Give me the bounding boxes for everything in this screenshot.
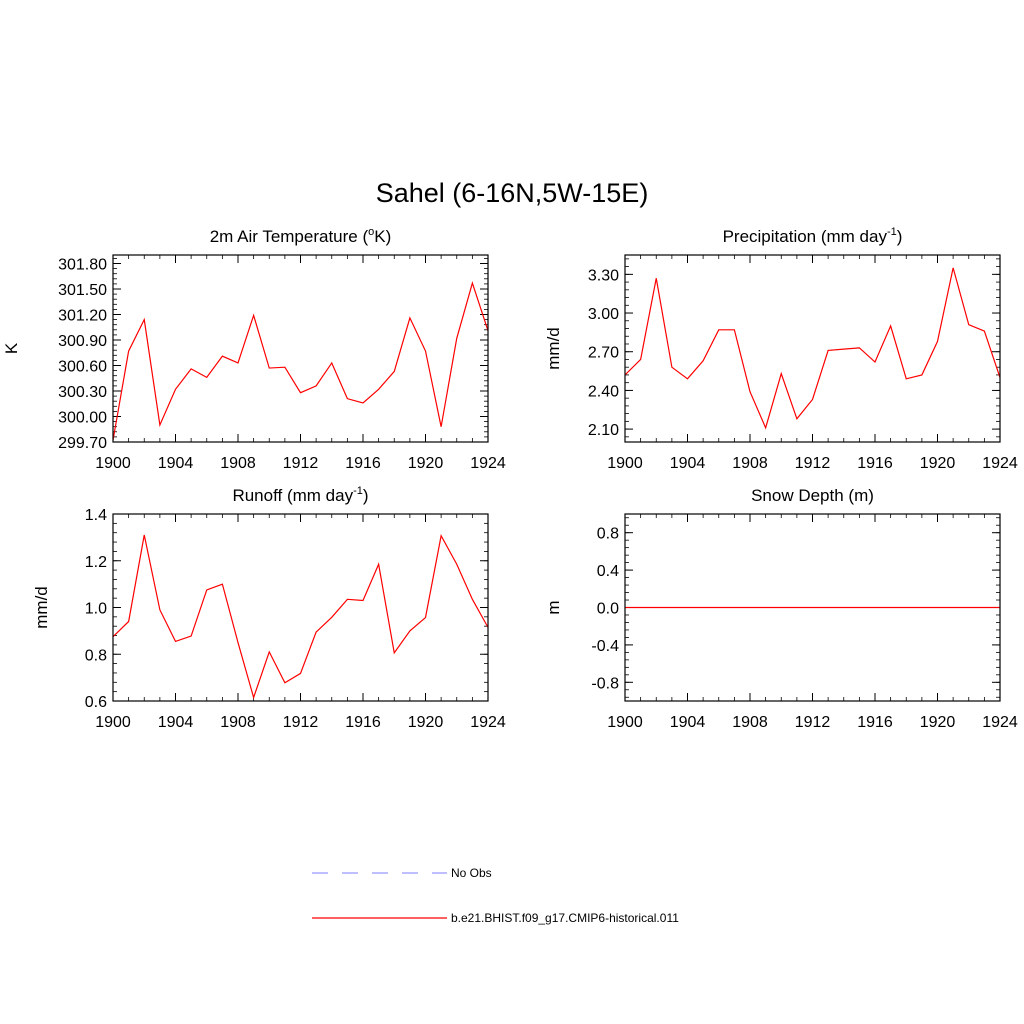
y-tick-label: 300.30 xyxy=(58,384,107,401)
x-tick-label: 1924 xyxy=(982,714,1018,731)
x-tick-label: 1904 xyxy=(158,455,194,472)
x-tick-label: 1916 xyxy=(345,455,381,472)
y-tick-label: 2.70 xyxy=(588,345,619,362)
panel-title: Snow Depth (m) xyxy=(751,486,874,505)
panel-title: Precipitation (mm day-1) xyxy=(723,226,903,246)
y-tick-label: 3.00 xyxy=(588,306,619,323)
panel-title-superscript: -1 xyxy=(887,226,897,238)
panel-title-superscript: -1 xyxy=(353,485,363,497)
y-tick-label: 1.4 xyxy=(85,507,107,524)
x-tick-label: 1900 xyxy=(607,714,643,731)
legend-label-1: b.e21.BHIST.f09_g17.CMIP6-historical.011 xyxy=(451,911,679,925)
x-tick-label: 1920 xyxy=(408,714,444,731)
x-tick-label: 1924 xyxy=(470,455,506,472)
plot-frame xyxy=(624,513,1001,702)
x-tick-label: 1916 xyxy=(857,714,893,731)
legend-label-0: No Obs xyxy=(451,866,492,880)
y-tick-label: 1.2 xyxy=(85,554,107,571)
x-tick-label: 1920 xyxy=(920,714,956,731)
y-axis-label: mm/d xyxy=(544,327,563,370)
y-axis-label: mm/d xyxy=(32,586,51,629)
y-tick-label: 3.30 xyxy=(588,267,619,284)
y-tick-label: 1.0 xyxy=(85,601,107,618)
x-tick-label: 1920 xyxy=(920,455,956,472)
y-tick-label: 0.0 xyxy=(597,601,619,618)
x-tick-label: 1920 xyxy=(408,455,444,472)
series-line-0 xyxy=(112,280,489,441)
panel-title-superscript: o xyxy=(368,226,374,238)
chart-panel-0: 1900 1904 1908 1912 1916 1920 1924 299.70 300.00… xyxy=(2,226,506,472)
x-tick-label: 1912 xyxy=(795,455,831,472)
x-tick-label: 1924 xyxy=(470,714,506,731)
x-tick-label: 1908 xyxy=(732,714,768,731)
panel-title: 2m Air Temperature (oK) xyxy=(210,226,392,246)
y-tick-label: 300.60 xyxy=(58,359,107,376)
y-tick-label: 301.80 xyxy=(58,257,107,274)
chart-panel-1: 1900 1904 1908 1912 1916 1920 1924 2.10 2.40 2.70… xyxy=(544,226,1018,472)
x-tick-label: 1916 xyxy=(345,714,381,731)
chart-panels: 1900 1904 1908 1912 1916 1920 1924 299.70 300.00… xyxy=(2,226,1018,731)
plot-frame xyxy=(112,513,489,702)
y-tick-label: 301.20 xyxy=(58,308,107,325)
x-tick-label: 1924 xyxy=(982,455,1018,472)
panel-title-suffix: K) xyxy=(374,227,391,246)
x-tick-label: 1904 xyxy=(670,714,706,731)
y-tick-label: 0.4 xyxy=(597,563,619,580)
panel-title-text: Runoff (mm day xyxy=(232,486,353,505)
x-tick-label: 1916 xyxy=(857,455,893,472)
x-tick-label: 1908 xyxy=(220,714,256,731)
y-tick-label: 301.50 xyxy=(58,282,107,299)
panel-title-suffix: ) xyxy=(897,227,903,246)
y-tick-label: -0.8 xyxy=(591,675,619,692)
figure-title: Sahel (6-16N,5W-15E) xyxy=(376,178,649,208)
y-tick-label: 299.70 xyxy=(58,435,107,452)
y-tick-label: 0.8 xyxy=(597,526,619,543)
series-line-0 xyxy=(112,533,489,700)
chart-panel-2: 1900 1904 1908 1912 1916 1920 1924 0.6 0.8 1.0 1.2… xyxy=(32,485,506,731)
plot-frame xyxy=(624,254,1001,443)
y-tick-label: 300.90 xyxy=(58,333,107,350)
chart-panel-3: 1900 1904 1908 1912 1916 1920 1924 -0.8 -0.4 0.0 0… xyxy=(544,486,1018,731)
y-tick-label: -0.4 xyxy=(591,638,619,655)
x-tick-label: 1908 xyxy=(732,455,768,472)
plot-frame xyxy=(112,254,489,443)
y-axis-label: m xyxy=(544,600,563,614)
x-tick-label: 1900 xyxy=(95,455,131,472)
x-tick-label: 1908 xyxy=(220,455,256,472)
x-tick-label: 1900 xyxy=(607,455,643,472)
y-axis-label: K xyxy=(2,342,21,354)
panel-title-suffix: ) xyxy=(363,486,369,505)
panel-title-text: Precipitation (mm day xyxy=(723,227,888,246)
panel-title-text: 2m Air Temperature ( xyxy=(210,227,369,246)
y-tick-label: 0.6 xyxy=(85,694,107,711)
y-tick-label: 300.00 xyxy=(58,410,107,427)
x-tick-label: 1904 xyxy=(158,714,194,731)
y-tick-label: 2.40 xyxy=(588,383,619,400)
x-tick-label: 1912 xyxy=(283,455,319,472)
x-tick-label: 1912 xyxy=(795,714,831,731)
panel-title: Runoff (mm day-1) xyxy=(232,485,368,505)
y-tick-label: 2.10 xyxy=(588,422,619,439)
series-line-0 xyxy=(624,267,1001,430)
panel-title-text: Snow Depth (m) xyxy=(751,486,874,505)
legend: No Obs b.e21.BHIST.f09_g17.CMIP6-historic… xyxy=(312,866,679,925)
x-tick-label: 1900 xyxy=(95,714,131,731)
x-tick-label: 1904 xyxy=(670,455,706,472)
x-tick-label: 1912 xyxy=(283,714,319,731)
y-tick-label: 0.8 xyxy=(85,647,107,664)
